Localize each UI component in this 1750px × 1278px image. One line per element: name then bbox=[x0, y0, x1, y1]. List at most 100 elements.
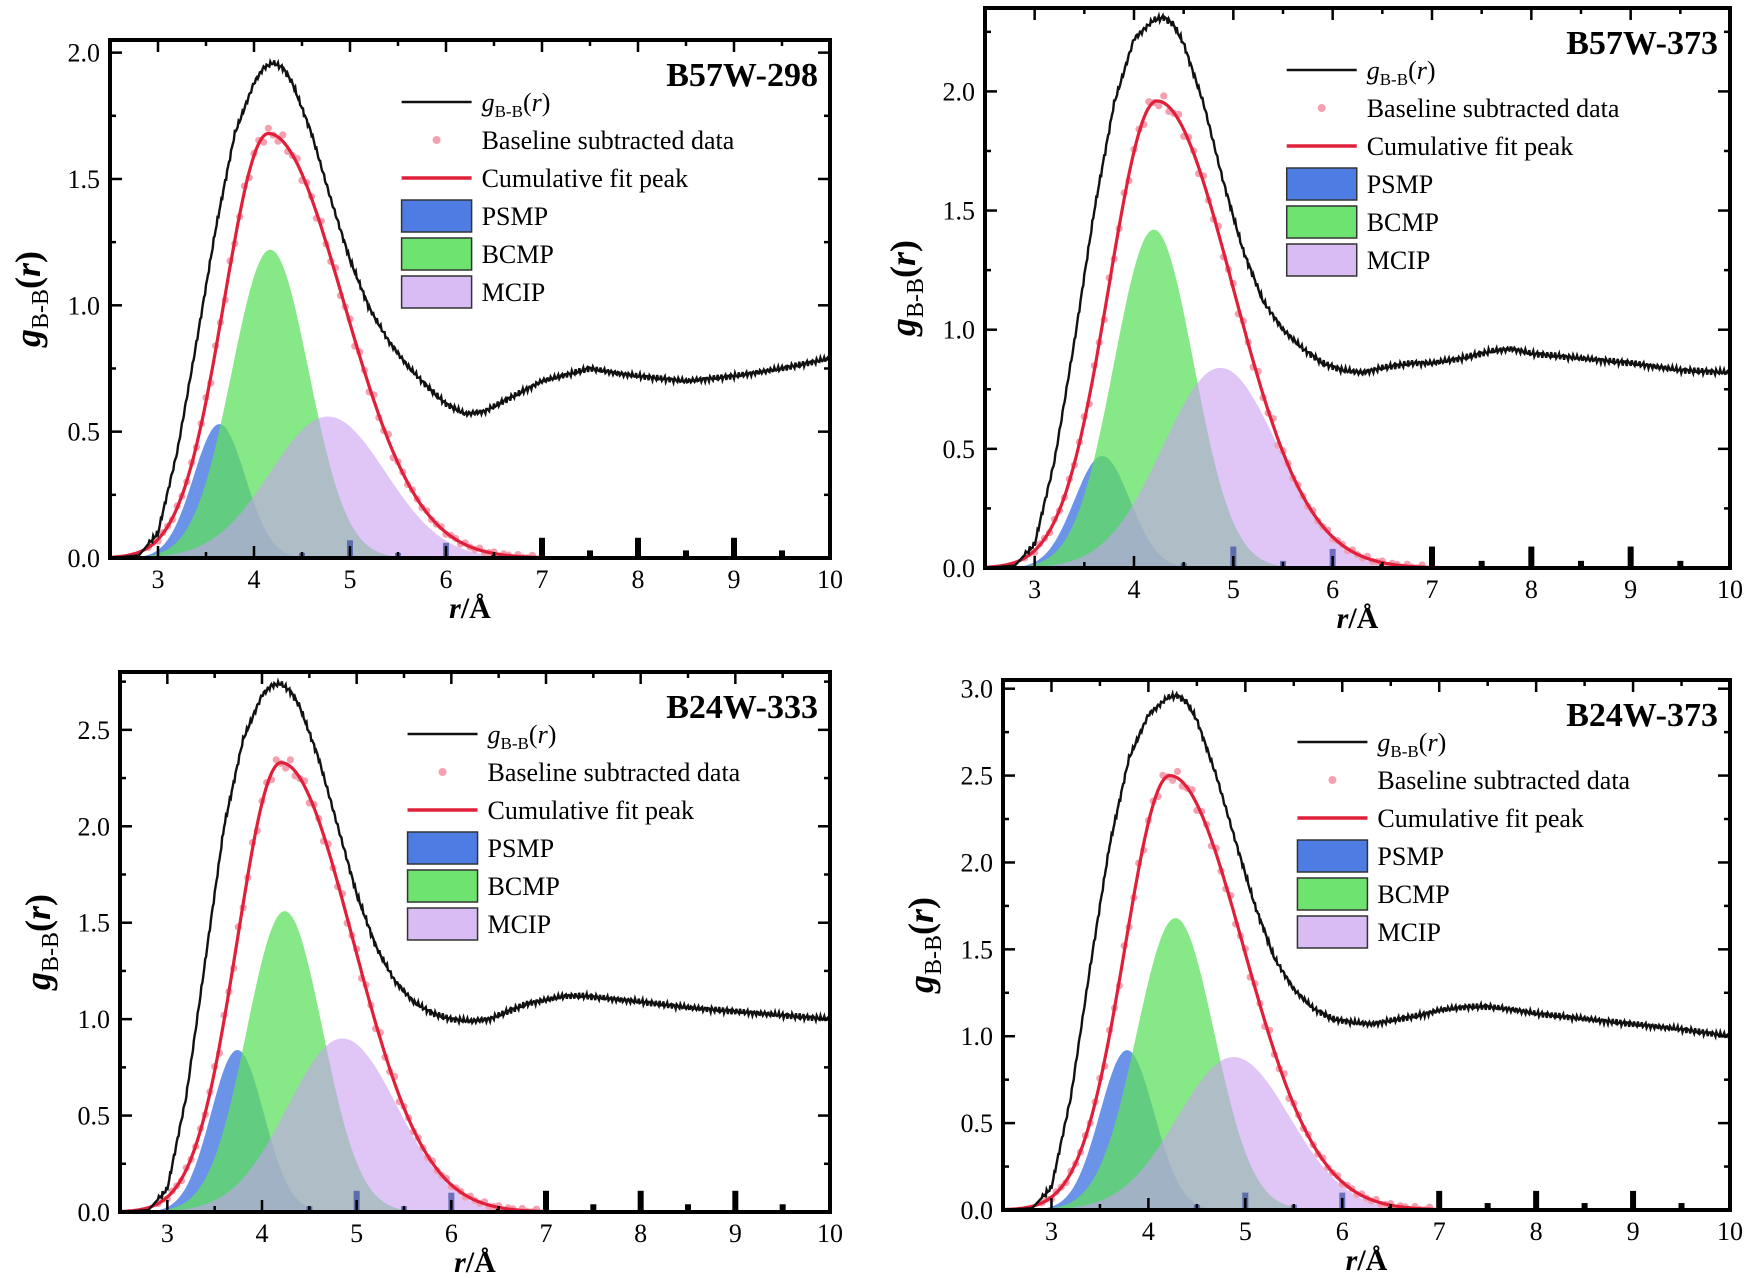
y-tick-label: 1.0 bbox=[943, 316, 976, 345]
legend-gbb-label: gB-B(r) bbox=[1377, 728, 1446, 761]
axes-frame bbox=[1001, 678, 1732, 1212]
baseline-point bbox=[279, 131, 287, 139]
legend-bcmp-swatch bbox=[400, 237, 473, 271]
x-tick-label: 7 bbox=[1433, 1217, 1446, 1246]
y-tick-label: 0.5 bbox=[78, 1102, 111, 1131]
y-tick-label: 1.0 bbox=[961, 1022, 994, 1051]
legend: gB-B(r) Baseline subtracted data Cumulativ… bbox=[406, 720, 741, 941]
legend-mcip-label: MCIP bbox=[488, 910, 552, 939]
legend-psmp-label: PSMP bbox=[1367, 170, 1434, 199]
legend-psmp-swatch bbox=[400, 199, 473, 233]
gbb-line bbox=[120, 677, 830, 1212]
y-tick-label: 3.0 bbox=[961, 675, 994, 704]
y-tick-label: 1.5 bbox=[943, 197, 976, 226]
x-tick-label: 9 bbox=[1624, 575, 1637, 604]
x-tick-label: 4 bbox=[1142, 1217, 1155, 1246]
bcmp-peak bbox=[985, 229, 1730, 568]
x-tick-label: 3 bbox=[161, 1219, 174, 1248]
legend-mcip-label: MCIP bbox=[1367, 246, 1431, 275]
legend-cumulative-label: Cumulative fit peak bbox=[488, 796, 695, 825]
y-tick-label: 0.0 bbox=[68, 544, 101, 573]
y-tick-label: 1.5 bbox=[68, 165, 101, 194]
x-tick-label: 4 bbox=[256, 1219, 269, 1248]
x-tick-label: 3 bbox=[152, 565, 165, 594]
legend-baseline-label: Baseline subtracted data bbox=[488, 758, 741, 787]
y-tick-label: 0.0 bbox=[943, 554, 976, 583]
y-tick-label: 1.0 bbox=[78, 1005, 111, 1034]
x-tick-label: 10 bbox=[1717, 575, 1743, 604]
legend-cumulative-label: Cumulative fit peak bbox=[482, 164, 689, 193]
baseline-point bbox=[286, 756, 294, 764]
x-tick-label: 10 bbox=[1717, 1217, 1743, 1246]
baseline-point bbox=[1155, 102, 1163, 110]
x-tick-label: 8 bbox=[1525, 575, 1538, 604]
y-tick-label: 1.5 bbox=[961, 935, 994, 964]
y-axis-label: gB-B(r) bbox=[901, 897, 947, 994]
x-axis-label: r/Å bbox=[454, 1246, 496, 1278]
panel-title: B57W-298 bbox=[666, 57, 818, 94]
x-tick-label: 7 bbox=[1426, 575, 1439, 604]
x-tick-label: 5 bbox=[1227, 575, 1240, 604]
axes-frame bbox=[108, 38, 832, 560]
cumulative-fit-line bbox=[1003, 773, 1730, 1210]
legend-bcmp-label: BCMP bbox=[482, 240, 554, 269]
legend-gbb-label: gB-B(r) bbox=[1367, 56, 1436, 89]
x-tick-label: 6 bbox=[1326, 575, 1339, 604]
legend-baseline-swatch bbox=[1328, 776, 1337, 784]
legend-baseline-label: Baseline subtracted data bbox=[1367, 94, 1620, 123]
x-axis-label: r/Å bbox=[1346, 1244, 1388, 1277]
y-tick-label: 2.0 bbox=[961, 848, 994, 877]
legend-psmp-swatch bbox=[1296, 839, 1369, 873]
baseline-point bbox=[264, 124, 272, 132]
legend-psmp-label: PSMP bbox=[482, 202, 548, 231]
panel-title: B57W-373 bbox=[1566, 25, 1718, 62]
x-tick-label: 9 bbox=[729, 1219, 742, 1248]
plot-area bbox=[120, 677, 830, 1212]
x-tick-label: 6 bbox=[445, 1219, 458, 1248]
x-tick-label: 8 bbox=[632, 565, 645, 594]
x-tick-label: 9 bbox=[728, 565, 741, 594]
plot-area bbox=[110, 57, 830, 558]
legend-psmp-label: PSMP bbox=[1377, 842, 1444, 871]
y-tick-label: 2.5 bbox=[961, 762, 994, 791]
x-tick-label: 6 bbox=[440, 565, 453, 594]
legend-bcmp-label: BCMP bbox=[1377, 880, 1449, 909]
x-tick-label: 4 bbox=[248, 565, 261, 594]
legend-cumulative-label: Cumulative fit peak bbox=[1377, 804, 1584, 833]
legend: gB-B(r) Baseline subtracted data Cumulativ… bbox=[400, 88, 735, 309]
x-tick-label: 5 bbox=[350, 1219, 363, 1248]
axes-frame bbox=[118, 670, 832, 1214]
legend-baseline-label: Baseline subtracted data bbox=[1377, 766, 1630, 795]
plot-area bbox=[1003, 689, 1730, 1210]
gbb-line bbox=[110, 57, 830, 558]
x-tick-label: 9 bbox=[1627, 1217, 1640, 1246]
mcip-peak bbox=[120, 1038, 830, 1212]
x-tick-label: 8 bbox=[634, 1219, 647, 1248]
legend-mcip-label: MCIP bbox=[482, 278, 546, 307]
legend-baseline-swatch bbox=[438, 768, 447, 776]
legend-gbb-label: gB-B(r) bbox=[482, 88, 551, 121]
mcip-peak bbox=[110, 416, 830, 558]
legend-bcmp-label: BCMP bbox=[1367, 208, 1439, 237]
bcmp-peak bbox=[120, 911, 830, 1212]
baseline-point bbox=[1169, 776, 1177, 784]
x-tick-label: 7 bbox=[540, 1219, 553, 1248]
legend-mcip-swatch bbox=[1296, 915, 1369, 949]
legend-gbb-label: gB-B(r) bbox=[488, 720, 557, 753]
x-tick-label: 3 bbox=[1045, 1217, 1058, 1246]
panel-b57w-373: 3 4 5 6 7 8 9 10 0.0 0.5 1.0 1.5 2.0 r/Å gB-B(r) B57W-3… bbox=[883, 6, 1743, 635]
cumulative-fit-line bbox=[985, 99, 1730, 568]
x-tick-label: 10 bbox=[817, 1219, 843, 1248]
legend-psmp-swatch bbox=[406, 831, 479, 865]
x-tick-label: 4 bbox=[1128, 575, 1141, 604]
legend-bcmp-label: BCMP bbox=[488, 872, 560, 901]
y-tick-label: 0.0 bbox=[78, 1198, 111, 1227]
y-tick-label: 0.5 bbox=[68, 418, 101, 447]
legend-cumulative-label: Cumulative fit peak bbox=[1367, 132, 1574, 161]
legend-bcmp-swatch bbox=[1296, 877, 1369, 911]
baseline-point bbox=[1160, 92, 1168, 100]
legend-baseline-swatch bbox=[432, 136, 441, 144]
legend-psmp-swatch bbox=[1285, 167, 1358, 201]
